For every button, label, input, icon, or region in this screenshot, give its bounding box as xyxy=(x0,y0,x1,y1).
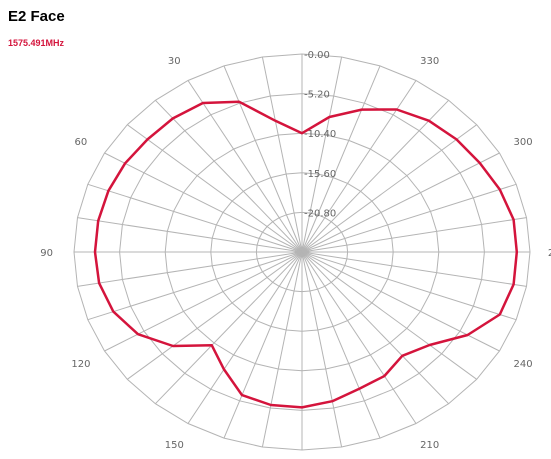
radial-tick-label: -0.00 xyxy=(304,50,330,61)
grid-spoke xyxy=(155,99,303,253)
polar-grid xyxy=(73,53,531,451)
frequency-label: 1575.491MHz xyxy=(8,38,65,48)
angle-label: 240 xyxy=(514,359,533,370)
grid-spoke xyxy=(301,251,343,448)
grid-spoke xyxy=(104,152,303,253)
grid-spoke xyxy=(187,251,303,424)
grid-spoke xyxy=(127,124,303,253)
series-line xyxy=(93,100,519,409)
grid-spoke xyxy=(301,251,417,424)
grid-spoke xyxy=(127,251,303,380)
pattern-trace xyxy=(93,100,519,409)
grid-spoke xyxy=(301,251,527,287)
angle-label: 90 xyxy=(40,248,53,259)
angle-label: 270 xyxy=(548,248,551,259)
angle-label: 300 xyxy=(514,137,533,148)
grid-spoke xyxy=(301,251,381,439)
angle-label: 120 xyxy=(71,359,90,370)
grid-spoke xyxy=(77,217,303,253)
grid-spoke xyxy=(301,183,517,253)
angle-label: 150 xyxy=(165,440,184,451)
grid-spoke xyxy=(301,65,381,253)
grid-spoke xyxy=(155,251,303,405)
grid-spoke xyxy=(261,56,303,253)
grid-spoke xyxy=(301,99,449,253)
radial-tick-label: -20.80 xyxy=(304,208,336,219)
grid-spoke xyxy=(261,251,303,448)
radial-tick-labels: -0.00 -5.20 -10.40 -15.60 -20.80 xyxy=(304,50,336,219)
grid-spoke xyxy=(301,217,527,253)
grid-spoke xyxy=(87,183,303,253)
angle-label: 60 xyxy=(75,137,88,148)
grid-spoke xyxy=(301,56,343,253)
grid-spoke xyxy=(223,251,303,439)
grid-spoke xyxy=(301,124,477,253)
radial-tick-label: -15.60 xyxy=(304,169,336,180)
grid-spoke xyxy=(87,251,303,321)
chart-title: E2 Face xyxy=(8,8,65,25)
angle-labels: 306090120150180210240270300330 xyxy=(40,56,551,451)
grid-spoke xyxy=(301,251,517,321)
grid-spoke xyxy=(301,251,477,380)
angle-label: 210 xyxy=(420,440,439,451)
radial-tick-label: -10.40 xyxy=(304,129,336,140)
radial-tick-label: -5.20 xyxy=(304,90,330,101)
grid-spoke xyxy=(77,251,303,287)
angle-label: 330 xyxy=(420,56,439,67)
grid-spoke xyxy=(301,152,500,253)
grid-spoke xyxy=(301,251,449,405)
grid-spoke xyxy=(223,65,303,253)
grid-spoke xyxy=(187,80,303,253)
angle-label: 30 xyxy=(168,56,181,67)
